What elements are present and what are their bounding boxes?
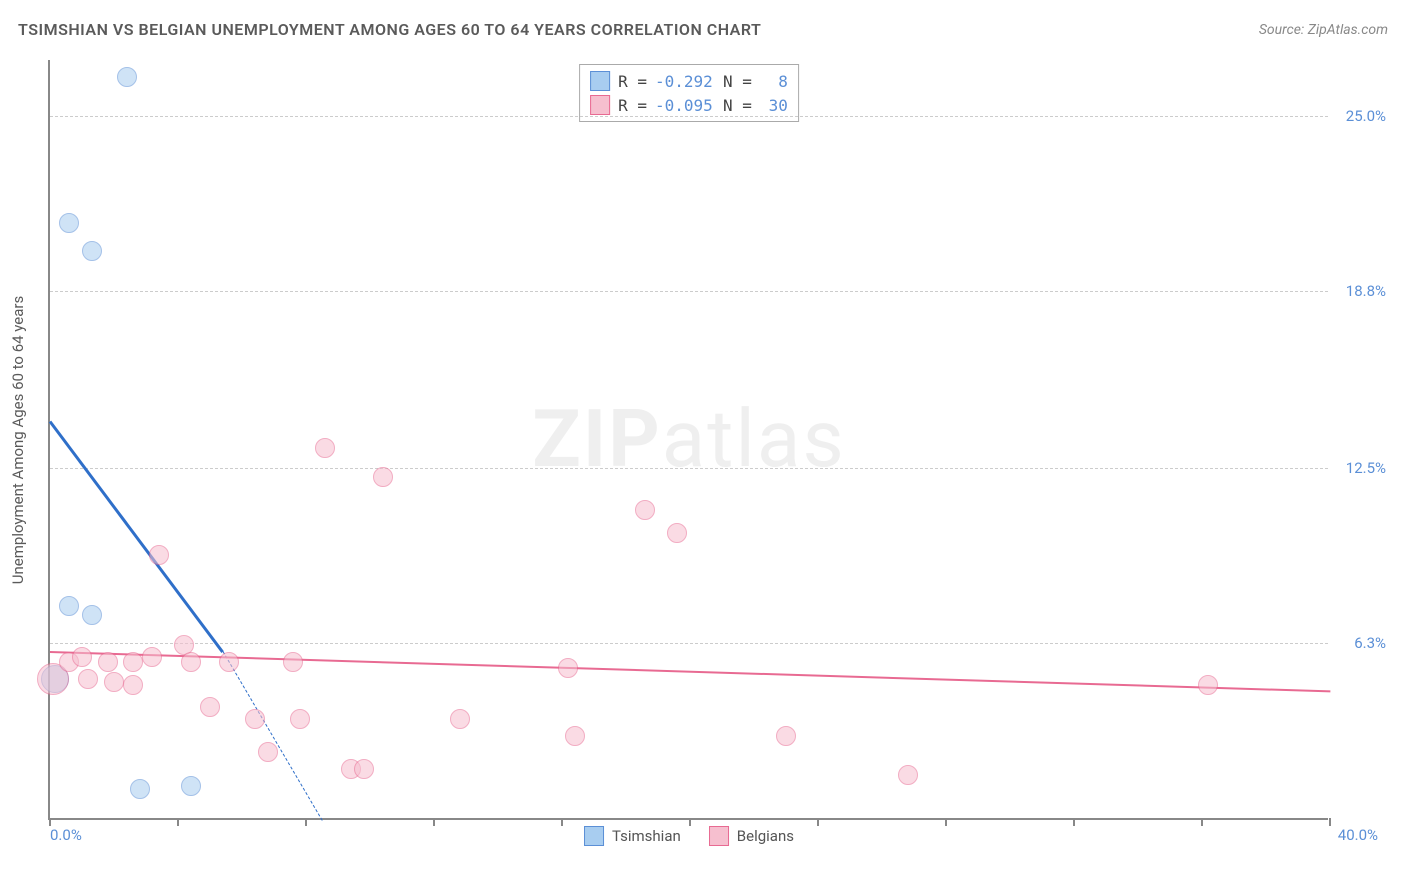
watermark: ZIPatlas xyxy=(532,392,845,486)
data-point xyxy=(1198,675,1218,695)
data-point xyxy=(181,652,201,672)
data-point xyxy=(558,658,578,678)
data-point xyxy=(450,709,470,729)
x-tick xyxy=(177,818,179,826)
data-point xyxy=(283,652,303,672)
legend-swatch xyxy=(590,71,610,91)
y-tick-label: 12.5% xyxy=(1346,459,1386,477)
x-tick xyxy=(1329,818,1331,826)
trend-line xyxy=(222,651,322,820)
data-point xyxy=(123,675,143,695)
watermark-light: atlas xyxy=(662,392,846,486)
plot-container: Unemployment Among Ages 60 to 64 years Z… xyxy=(48,60,1388,820)
y-axis-label: Unemployment Among Ages 60 to 64 years xyxy=(9,296,27,584)
data-point xyxy=(667,523,687,543)
legend-n-label: N = xyxy=(723,96,752,115)
x-tick xyxy=(433,818,435,826)
data-point xyxy=(290,709,310,729)
x-tick xyxy=(305,818,307,826)
data-point xyxy=(78,669,98,689)
legend-swatch xyxy=(584,826,604,846)
gridline xyxy=(50,468,1328,469)
legend-row: R = -0.095 N = 30 xyxy=(590,93,788,117)
data-point xyxy=(245,709,265,729)
gridline xyxy=(50,291,1328,292)
data-point xyxy=(354,759,374,779)
data-point xyxy=(117,67,137,87)
watermark-bold: ZIP xyxy=(532,392,662,486)
data-point xyxy=(181,776,201,796)
legend-n-value: 30 xyxy=(760,96,788,115)
data-point xyxy=(82,241,102,261)
x-tick xyxy=(817,818,819,826)
x-tick xyxy=(1073,818,1075,826)
data-point xyxy=(72,647,92,667)
data-point xyxy=(149,545,169,565)
gridline xyxy=(50,643,1328,644)
gridline xyxy=(50,116,1328,117)
legend-r-label: R = xyxy=(618,96,647,115)
plot-area: ZIPatlas R =-0.292N =8R =-0.095N =30 0.0… xyxy=(48,60,1328,820)
x-tick xyxy=(1201,818,1203,826)
legend-n-value: 8 xyxy=(760,72,788,91)
data-point xyxy=(200,697,220,717)
legend-r-value: -0.095 xyxy=(655,96,715,115)
chart-title: TSIMSHIAN VS BELGIAN UNEMPLOYMENT AMONG … xyxy=(18,20,761,39)
data-point xyxy=(565,726,585,746)
data-point xyxy=(123,652,143,672)
legend-row: R = -0.292 N = 8 xyxy=(590,69,788,93)
legend-label: Tsimshian xyxy=(612,827,681,845)
legend-r-value: -0.292 xyxy=(655,72,715,91)
data-point xyxy=(258,742,278,762)
x-min-label: 0.0% xyxy=(50,826,82,844)
data-point xyxy=(635,500,655,520)
data-point xyxy=(98,652,118,672)
data-point xyxy=(315,438,335,458)
series-legend: Tsimshian Belgians xyxy=(584,826,794,846)
y-tick-label: 6.3% xyxy=(1354,634,1386,652)
legend-label: Belgians xyxy=(737,827,794,845)
y-tick-label: 25.0% xyxy=(1346,107,1386,125)
data-point xyxy=(104,672,124,692)
x-tick xyxy=(689,818,691,826)
x-tick xyxy=(945,818,947,826)
data-point xyxy=(776,726,796,746)
data-point xyxy=(130,779,150,799)
data-point xyxy=(59,596,79,616)
legend-swatch xyxy=(709,826,729,846)
legend-item: Tsimshian xyxy=(584,826,681,846)
x-tick xyxy=(561,818,563,826)
x-tick xyxy=(49,818,51,826)
data-point xyxy=(373,467,393,487)
data-point xyxy=(219,652,239,672)
source-label: Source: ZipAtlas.com xyxy=(1259,22,1388,38)
data-point xyxy=(898,765,918,785)
legend-r-label: R = xyxy=(618,72,647,91)
x-max-label: 40.0% xyxy=(1338,826,1378,844)
data-point xyxy=(142,647,162,667)
y-tick-label: 18.8% xyxy=(1346,282,1386,300)
legend-n-label: N = xyxy=(723,72,752,91)
data-point xyxy=(82,605,102,625)
legend-item: Belgians xyxy=(709,826,794,846)
legend-swatch xyxy=(590,95,610,115)
trend-line xyxy=(49,421,224,654)
data-point xyxy=(59,213,79,233)
correlation-legend: R = -0.292 N = 8 R = -0.095 N = 30 xyxy=(579,64,799,122)
